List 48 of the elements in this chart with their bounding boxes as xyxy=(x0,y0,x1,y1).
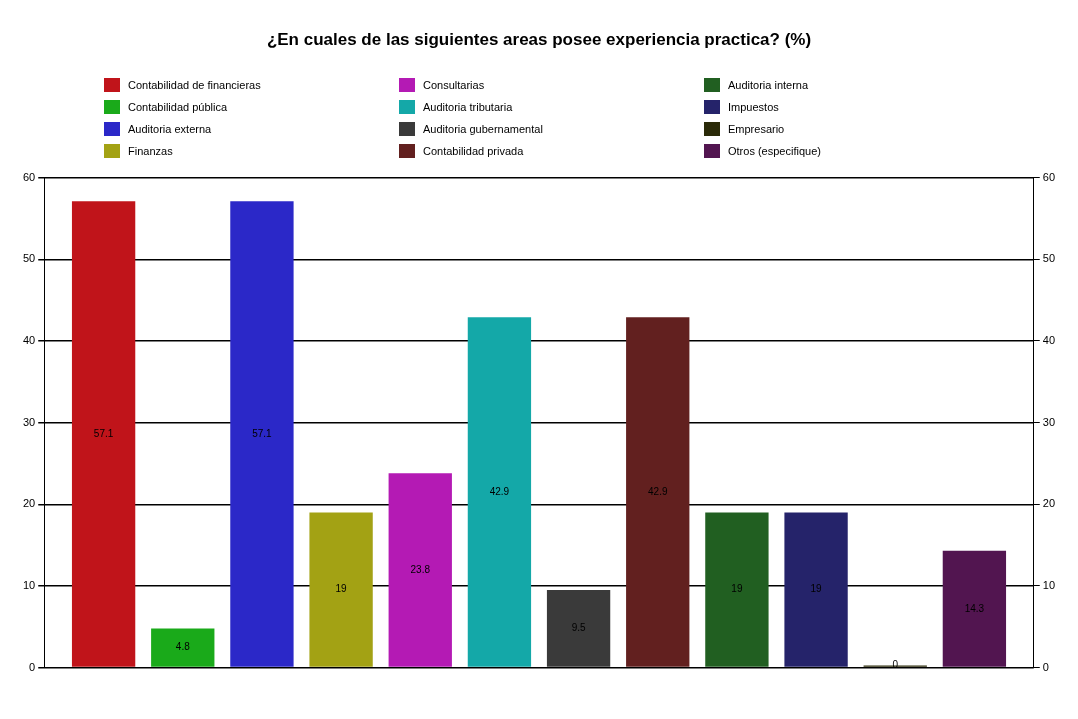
legend-label: Consultarias xyxy=(423,79,485,91)
legend-label: Auditoria externa xyxy=(128,123,212,135)
data-label: 23.8 xyxy=(410,563,431,575)
y2-tick-label: 10 xyxy=(22,578,36,591)
y-tick-label: 0 xyxy=(1042,660,1049,673)
data-label: 19 xyxy=(810,583,823,595)
legend-label: Auditoria gubernamental xyxy=(423,123,543,135)
y-tick-label: 50 xyxy=(1042,252,1056,265)
y2-tick-label: 40 xyxy=(22,333,36,346)
y-tick-label: 20 xyxy=(1042,497,1056,510)
bar xyxy=(626,317,690,667)
y-tick-label: 60 xyxy=(1042,170,1056,183)
data-label: 4.8 xyxy=(175,641,191,653)
legend-label: Auditoria tributaria xyxy=(423,101,513,113)
y2-tick-label: 30 xyxy=(22,415,36,428)
y-tick-label: 40 xyxy=(1042,333,1056,346)
bar xyxy=(546,590,611,667)
data-label: 57.1 xyxy=(252,427,273,439)
bar xyxy=(151,628,215,667)
bar xyxy=(784,512,848,667)
chart-title: ¿En cuales de las siguientes areas posee experiencia practica? (%) xyxy=(265,30,813,50)
legend-label: Contabilidad pública xyxy=(128,101,228,113)
bar xyxy=(942,550,1007,667)
y2-tick-label: 20 xyxy=(22,497,36,510)
legend-label: Otros (especifique) xyxy=(728,145,821,157)
data-label: 14.3 xyxy=(964,602,985,614)
legend-label: Impuestos xyxy=(728,101,779,113)
legend-label: Auditoria interna xyxy=(728,79,809,91)
y-tick-label: 30 xyxy=(1042,415,1056,428)
legend-label: Contabilidad de financieras xyxy=(128,79,261,91)
bar xyxy=(309,512,373,667)
bar xyxy=(230,201,294,667)
data-label: 42.9 xyxy=(648,485,668,497)
legend-label: Contabilidad privada xyxy=(423,145,524,157)
bar xyxy=(388,473,452,667)
legend-label: Finanzas xyxy=(128,145,173,157)
bar xyxy=(705,512,769,667)
y-tick-label: 10 xyxy=(1042,578,1056,591)
data-label: 19 xyxy=(731,583,743,595)
legend-label: Empresario xyxy=(728,123,785,135)
data-label: 42.9 xyxy=(489,485,510,497)
data-label: 19 xyxy=(335,583,348,595)
data-label: 57.1 xyxy=(93,427,114,439)
bar xyxy=(71,201,136,667)
y2-tick-label: 0 xyxy=(29,660,36,673)
y2-tick-label: 60 xyxy=(22,170,36,183)
bar xyxy=(467,317,532,667)
y2-tick-label: 50 xyxy=(22,252,36,265)
